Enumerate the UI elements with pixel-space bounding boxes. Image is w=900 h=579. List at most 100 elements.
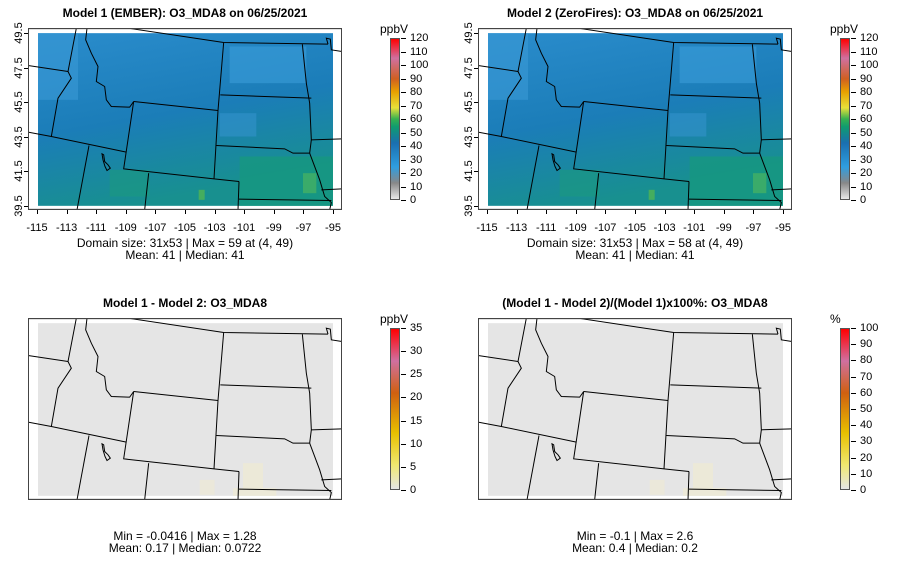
- y-axis-tick-label: 41.5: [463, 160, 475, 183]
- plot-area: [477, 317, 793, 501]
- plot-frame: [27, 27, 343, 211]
- x-axis-tick-label: -113: [505, 222, 528, 234]
- x-axis-tick-label: -101: [683, 222, 706, 234]
- y-axis-tick: [24, 33, 28, 34]
- map-plot: [477, 27, 793, 211]
- colorbar-tick-label: 100: [860, 322, 879, 334]
- colorbar-tick: [401, 92, 406, 93]
- colorbar-tick-label: 20: [860, 167, 873, 179]
- colorbar-unit: ppbV: [830, 22, 859, 36]
- colorbar-tick: [851, 119, 856, 120]
- colorbar-tick-label: 120: [860, 32, 879, 44]
- x-axis-tick-label: -97: [295, 222, 312, 234]
- stats-line: Mean: 41 | Median: 41: [125, 248, 245, 262]
- colorbar-tick: [851, 200, 856, 201]
- x-axis-tick-label: -109: [564, 222, 587, 234]
- colorbar-tick-label: 110: [860, 45, 878, 58]
- map-panel: Model 1 (EMBER): O3_MDA8 on 06/25/2021 p…: [0, 0, 450, 290]
- y-axis-tick: [474, 136, 478, 138]
- colorbar-tick-label: 35: [410, 322, 423, 334]
- colorbar-tick-label: 120: [410, 32, 429, 44]
- data-grid: [38, 33, 333, 206]
- map-panel: Model 2 (ZeroFires): O3_MDA8 on 06/25/20…: [450, 0, 900, 290]
- colorbar-tick-label: 0: [860, 194, 867, 206]
- great-salt-lake: [101, 152, 112, 172]
- colorbar-tick-label: 10: [410, 180, 423, 193]
- colorbar-tick: [851, 159, 856, 161]
- map-panel: (Model 1 - Model 2)/(Model 1)x100%: O3_M…: [450, 290, 900, 579]
- plot-frame: [477, 27, 793, 211]
- y-axis-tick: [474, 206, 478, 207]
- y-axis-tick-label: 45.5: [463, 91, 475, 113]
- x-axis-tick: [753, 210, 755, 214]
- x-axis-tick-label: -97: [745, 222, 762, 234]
- x-axis-tick: [487, 210, 488, 214]
- colorbar-tick: [851, 409, 856, 410]
- colorbar-tick: [851, 38, 856, 39]
- colorbar-tick-label: 50: [860, 403, 873, 415]
- great-salt-lake: [101, 442, 112, 462]
- state-boundaries: [477, 27, 793, 210]
- x-axis-tick-label: -107: [594, 222, 617, 234]
- colorbar-unit: ppbV: [380, 22, 409, 36]
- colorbar-tick: [401, 420, 406, 422]
- plot-frame: [477, 317, 793, 501]
- colorbar-tick: [851, 328, 856, 329]
- colorbar-tick: [401, 146, 406, 147]
- colorbar-tick-label: 0: [860, 484, 867, 496]
- colorbar-tick-label: 80: [860, 354, 873, 367]
- data-grid: [488, 33, 783, 206]
- colorbar: [840, 328, 850, 490]
- x-axis-tick: [66, 210, 68, 214]
- colorbar-tick-label: 100: [860, 59, 879, 71]
- y-axis-tick: [24, 171, 28, 173]
- y-axis-tick: [474, 33, 478, 34]
- y-axis-tick-label: 41.5: [13, 160, 25, 183]
- colorbar-tick-label: 40: [860, 140, 873, 152]
- x-axis-tick: [516, 210, 518, 214]
- colorbar-tick: [851, 360, 856, 362]
- stats-line: Domain size: 31x53 | Max = 58 at (4, 49): [526, 236, 744, 250]
- panel-title: Model 1 (EMBER): O3_MDA8 on 06/25/2021: [62, 6, 308, 20]
- colorbar-tick-label: 10: [410, 437, 423, 450]
- x-axis-tick-label: -105: [173, 222, 197, 234]
- x-axis-tick: [125, 210, 127, 214]
- colorbar-tick-label: 80: [410, 86, 423, 98]
- y-axis-tick-label: 49.5: [463, 22, 475, 44]
- colorbar-tick-label: 80: [860, 86, 873, 98]
- x-axis-tick: [244, 210, 246, 214]
- x-axis-tick-label: -95: [775, 222, 791, 234]
- stats-line: Min = -0.1 | Max = 2.6: [576, 529, 694, 543]
- x-axis-tick: [96, 210, 98, 214]
- great-salt-lake: [551, 442, 562, 462]
- map-plot: [27, 27, 343, 211]
- colorbar-tick-label: 10: [860, 180, 873, 193]
- x-axis-tick-label: -111: [85, 222, 107, 234]
- colorbar-tick-label: 20: [860, 451, 873, 464]
- x-axis-tick: [723, 210, 725, 214]
- colorbar-tick: [401, 186, 406, 188]
- plot-area: [27, 27, 343, 211]
- colorbar-tick: [401, 374, 406, 376]
- x-axis-tick-label: -99: [265, 222, 282, 234]
- x-axis-tick: [333, 210, 334, 214]
- colorbar-tick-label: 15: [410, 414, 423, 427]
- map-plot: [27, 317, 343, 501]
- colorbar-tick: [851, 344, 856, 346]
- x-axis-tick: [273, 210, 275, 214]
- colorbar-tick-label: 5: [410, 460, 417, 473]
- stats-line: Domain size: 31x53 | Max = 59 at (4, 49): [76, 236, 294, 250]
- colorbar-tick: [851, 146, 856, 147]
- colorbar-tick: [401, 105, 406, 107]
- y-axis-tick-label: 45.5: [13, 91, 25, 113]
- colorbar-tick: [401, 119, 406, 120]
- colorbar-tick: [851, 51, 856, 53]
- colorbar-tick: [851, 376, 856, 378]
- colorbar-tick-label: 60: [410, 113, 423, 125]
- map-plot: [477, 317, 793, 501]
- x-axis-tick: [694, 210, 696, 214]
- y-axis-tick-label: 47.5: [13, 56, 25, 79]
- x-axis-tick-label: -109: [114, 222, 137, 234]
- x-axis-tick-label: -107: [144, 222, 167, 234]
